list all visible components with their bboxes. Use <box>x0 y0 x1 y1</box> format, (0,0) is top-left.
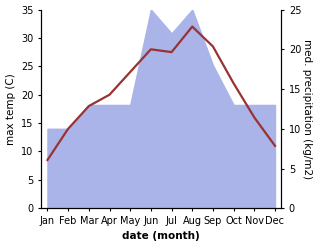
Y-axis label: med. precipitation (kg/m2): med. precipitation (kg/m2) <box>302 39 313 179</box>
Y-axis label: max temp (C): max temp (C) <box>5 73 16 145</box>
X-axis label: date (month): date (month) <box>122 231 200 242</box>
